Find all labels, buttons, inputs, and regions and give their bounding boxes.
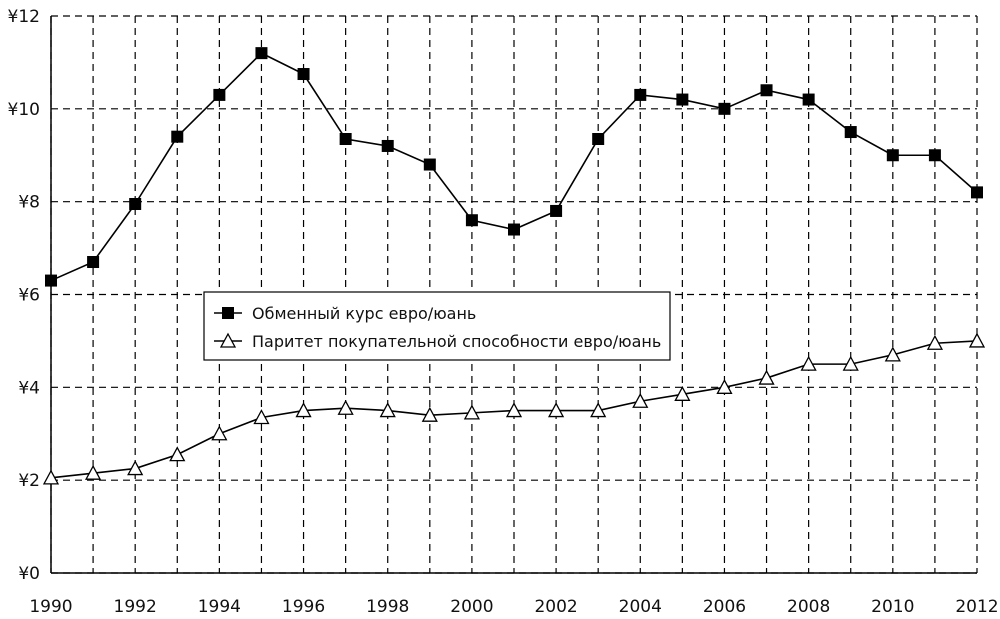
data-point-square (886, 149, 899, 162)
x-tick-label: 2000 (450, 597, 493, 617)
data-point-triangle (295, 402, 312, 418)
data-point-triangle (253, 409, 270, 425)
data-point-triangle (169, 446, 186, 462)
axes: ¥0 ¥2 ¥4 ¥6 ¥8 ¥10 ¥12 1990 1992 1994 1996 1998 2000… (8, 7, 999, 617)
data-point-triangle (211, 425, 228, 441)
data-point-square (339, 133, 352, 146)
data-point-square (844, 126, 857, 139)
data-point-triangle (716, 378, 733, 394)
data-point-square (928, 149, 941, 162)
data-point-square (255, 47, 268, 60)
legend: Обменный курс евро/юань Паритет покупате… (203, 291, 671, 361)
x-tick-label: 1992 (114, 597, 157, 617)
y-tick-label: ¥6 (18, 286, 40, 306)
data-point-triangle (758, 369, 775, 385)
data-point-square (718, 102, 731, 115)
legend-label-exchange-rate: Обменный курс евро/юань (252, 304, 476, 323)
data-point-triangle (337, 399, 354, 415)
data-point-square (87, 256, 100, 269)
data-point-square (760, 84, 773, 97)
data-point-square (592, 133, 605, 146)
data-point-square (297, 68, 310, 81)
legend-item-ppp: Паритет покупательной способности евро/ю… (214, 332, 661, 351)
legend-square-marker-icon (222, 307, 234, 319)
data-point-triangle (548, 402, 565, 418)
y-tick-label: ¥10 (8, 100, 40, 120)
data-point-square (971, 186, 983, 199)
data-point-triangle (590, 402, 607, 418)
data-point-triangle (926, 334, 943, 350)
data-point-square (676, 93, 689, 106)
x-tick-label: 2004 (619, 597, 662, 617)
data-point-square (802, 93, 815, 106)
x-tick-label: 1996 (282, 597, 325, 617)
data-point-triangle (421, 406, 438, 422)
data-point-square (381, 139, 394, 152)
data-point-triangle (884, 346, 901, 362)
data-point-square (465, 214, 478, 227)
legend-label-ppp: Паритет покупательной способности евро/ю… (252, 332, 661, 351)
data-point-triangle (632, 392, 649, 408)
data-point-square (634, 88, 647, 101)
data-point-triangle (379, 402, 396, 418)
data-point-triangle (127, 460, 144, 476)
series-exchange-rate (45, 47, 983, 287)
y-tick-label: ¥2 (18, 471, 40, 491)
data-point-square (423, 158, 436, 171)
x-tick-label: 2002 (534, 597, 577, 617)
data-point-triangle (674, 385, 691, 401)
x-tick-label: 2012 (955, 597, 998, 617)
x-tick-label: 1998 (366, 597, 409, 617)
data-point-square (129, 197, 142, 210)
y-tick-label: ¥4 (18, 378, 40, 398)
x-tick-label: 2008 (787, 597, 830, 617)
data-point-triangle (505, 402, 523, 418)
legend-item-exchange-rate: Обменный курс евро/юань (214, 304, 476, 323)
series-group (42, 47, 986, 485)
data-point-triangle (842, 355, 859, 371)
data-point-square (213, 88, 226, 101)
x-tick-label: 2006 (703, 597, 746, 617)
x-tick-label: 1990 (29, 597, 72, 617)
y-tick-label: ¥0 (18, 564, 40, 584)
data-point-triangle (42, 469, 60, 485)
data-point-triangle (85, 464, 102, 480)
x-tick-label: 1994 (198, 597, 241, 617)
y-tick-label: ¥8 (18, 193, 40, 213)
y-tick-label: ¥12 (8, 7, 40, 27)
data-point-triangle (800, 355, 817, 371)
data-point-triangle (463, 404, 480, 420)
data-point-square (171, 130, 184, 143)
data-point-triangle (968, 332, 986, 348)
data-point-square (508, 223, 520, 236)
x-tick-label: 2010 (871, 597, 914, 617)
legend-box (203, 291, 671, 361)
legend-triangle-marker-icon (219, 332, 237, 348)
data-point-square (45, 274, 57, 287)
data-point-square (550, 204, 563, 217)
series-ppp (42, 332, 986, 485)
